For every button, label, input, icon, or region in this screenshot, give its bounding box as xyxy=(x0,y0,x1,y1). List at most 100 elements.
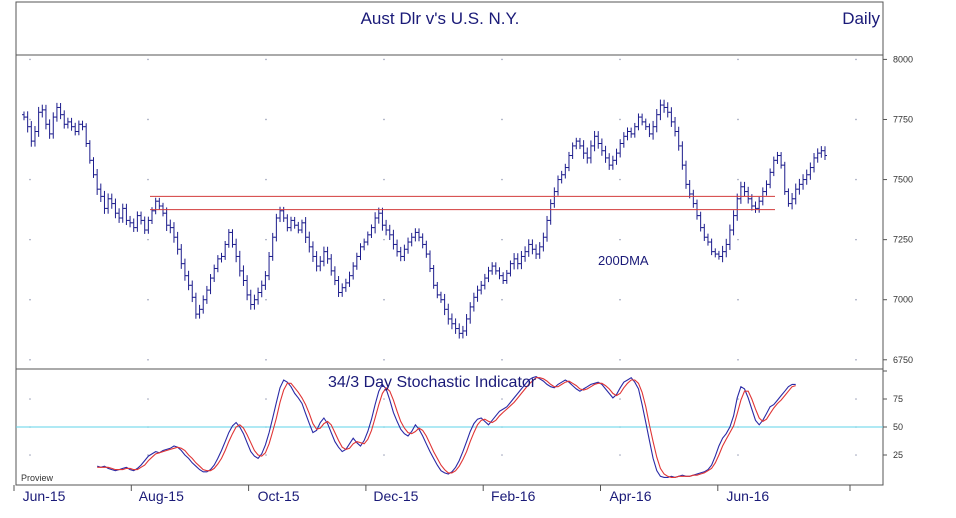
grid-dot xyxy=(265,58,267,61)
price-bar xyxy=(314,251,319,272)
grid-dot xyxy=(265,178,267,181)
price-bar xyxy=(365,231,370,246)
price-bar xyxy=(124,203,129,226)
price-bar xyxy=(684,160,689,189)
price-bar xyxy=(537,242,542,259)
grid-dot xyxy=(383,238,385,241)
price-bar xyxy=(764,180,769,196)
price-bar xyxy=(629,127,634,138)
grid-dot xyxy=(501,298,503,301)
price-bar xyxy=(58,102,63,120)
price-bar xyxy=(329,254,334,276)
price-bar xyxy=(128,215,133,228)
price-bar xyxy=(691,189,696,208)
price-bar xyxy=(142,216,147,234)
price-bar xyxy=(336,276,341,297)
stoch-tick-label: 25 xyxy=(893,450,903,460)
price-bar xyxy=(215,255,220,273)
grid-dot xyxy=(619,118,621,121)
price-bar xyxy=(73,122,78,136)
grid-dot xyxy=(147,58,149,61)
price-bar xyxy=(340,283,345,297)
price-bar xyxy=(252,294,257,310)
price-bar xyxy=(398,246,403,262)
x-tick-label: Feb-16 xyxy=(491,488,536,504)
grid-dot xyxy=(29,118,31,121)
grid-dot xyxy=(265,358,267,361)
chart-title: Aust Dlr v's U.S. N.Y. xyxy=(361,9,520,28)
price-bar xyxy=(490,262,495,275)
price-bar xyxy=(508,260,513,277)
price-bar xyxy=(438,291,443,303)
price-bar xyxy=(36,106,41,137)
price-bar xyxy=(618,139,623,158)
price-bar xyxy=(237,250,242,277)
price-bar xyxy=(790,193,795,210)
price-bar xyxy=(109,193,114,209)
price-bar xyxy=(347,271,352,287)
price-bar xyxy=(738,181,743,204)
price-bar xyxy=(299,219,304,234)
price-bar xyxy=(643,118,648,131)
price-bar xyxy=(523,246,528,262)
price-bar xyxy=(87,140,92,164)
grid-dot xyxy=(619,298,621,301)
grid-dot xyxy=(501,118,503,121)
grid-dot xyxy=(855,178,857,181)
price-bar xyxy=(687,180,692,199)
price-bar xyxy=(654,109,659,133)
price-annotation: 200DMA xyxy=(598,253,649,268)
price-bar xyxy=(91,157,96,178)
price-bar xyxy=(453,318,458,334)
price-bar xyxy=(530,239,535,255)
price-bar xyxy=(256,287,261,305)
price-bar xyxy=(285,214,290,232)
price-bar xyxy=(526,239,531,257)
price-bar xyxy=(457,323,462,339)
grid-dot xyxy=(737,58,739,61)
price-bar xyxy=(705,233,710,246)
price-bar xyxy=(581,140,586,159)
price-bar xyxy=(501,272,506,284)
price-bar xyxy=(307,231,312,253)
price-bar xyxy=(548,199,553,225)
price-bar xyxy=(493,262,498,275)
grid-dot xyxy=(29,358,31,361)
price-bar xyxy=(234,238,239,263)
price-bar xyxy=(175,231,180,255)
price-bar xyxy=(212,264,217,282)
price-bar xyxy=(62,110,67,129)
price-bar xyxy=(563,163,568,179)
grid-dot xyxy=(737,298,739,301)
price-bar xyxy=(625,127,630,141)
grid-dot xyxy=(29,238,31,241)
price-bar xyxy=(351,262,356,280)
price-bar xyxy=(713,248,718,258)
price-bar xyxy=(709,238,714,256)
price-bar xyxy=(680,141,685,170)
price-bar xyxy=(32,126,37,147)
price-bar xyxy=(559,170,564,184)
price-bar xyxy=(621,132,626,148)
price-bar xyxy=(25,111,30,133)
price-bars xyxy=(22,99,827,339)
price-bar xyxy=(146,216,151,234)
price-bar xyxy=(566,151,571,172)
grid-dot xyxy=(737,118,739,121)
price-bar xyxy=(402,244,407,262)
grid-dot xyxy=(29,178,31,181)
price-bar xyxy=(757,196,762,213)
x-tick-label: Aug-15 xyxy=(139,488,184,504)
price-bar xyxy=(270,232,275,261)
grid-dot xyxy=(147,358,149,361)
price-bar xyxy=(431,265,436,289)
grid-dot xyxy=(619,454,621,456)
grid-dot xyxy=(737,178,739,181)
chart-frame xyxy=(15,1,884,486)
price-bar xyxy=(43,104,48,130)
price-bar xyxy=(325,246,330,264)
grid-dot xyxy=(619,238,621,241)
price-bar xyxy=(98,183,103,203)
price-bar xyxy=(296,221,301,234)
